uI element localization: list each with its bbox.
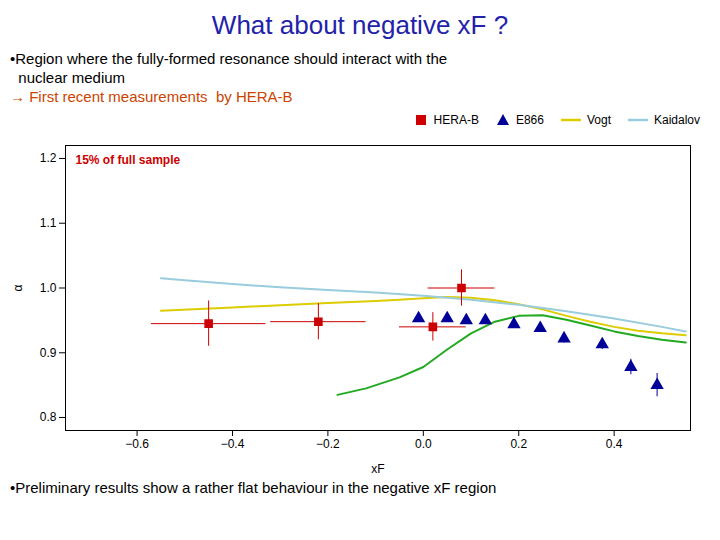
svg-text:α: α (11, 284, 25, 291)
svg-text:1.2: 1.2 (40, 151, 57, 165)
html-text:HERA-B: HERA-B (433, 113, 479, 127)
svg-text:0.4: 0.4 (606, 437, 623, 451)
svg-text:−0.4: −0.4 (221, 437, 245, 451)
html-text:→ First recent measurements by: → First recent measurements by HERA-B (10, 88, 293, 105)
html-text:Vogt: Vogt (586, 113, 611, 127)
html-text:•Preliminary results show a ra: •Preliminary results show a rather flat … (10, 479, 497, 496)
svg-text:1.1: 1.1 (40, 216, 57, 230)
html-text:Kaidalov: Kaidalov (654, 113, 700, 127)
svg-text:xF: xF (371, 462, 384, 476)
svg-text:0.9: 0.9 (40, 346, 57, 360)
html-text:What about negative xF ?: What about negative xF ? (211, 10, 509, 40)
html-text:E866: E866 (515, 113, 544, 127)
html-text:nuclear medium: nuclear medium (10, 69, 126, 86)
svg-text:0.0: 0.0 (415, 437, 432, 451)
html-text:•Region where the fully-formed: •Region where the fully-formed resonance… (10, 50, 448, 67)
svg-text:−0.6: −0.6 (125, 437, 149, 451)
svg-text:0.8: 0.8 (40, 410, 57, 424)
svg-text:1.0: 1.0 (40, 281, 57, 295)
svg-text:15% of full sample: 15% of full sample (76, 153, 181, 167)
svg-text:0.2: 0.2 (510, 437, 527, 451)
svg-text:−0.2: −0.2 (316, 437, 340, 451)
